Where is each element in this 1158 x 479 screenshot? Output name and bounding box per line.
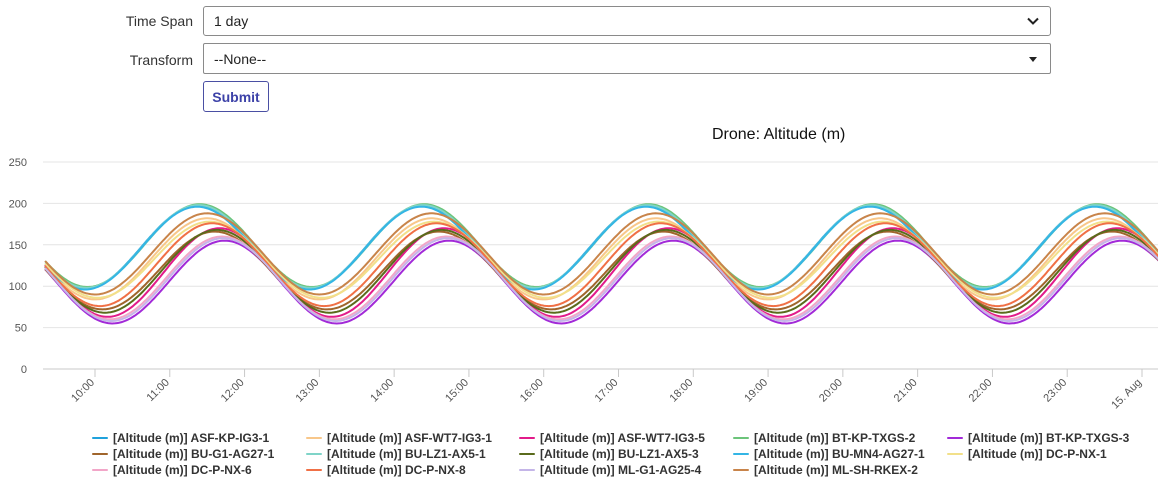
legend-item[interactable]: [Altitude (m)] BU-G1-AG27-1: [92, 446, 306, 461]
x-tick-label: 20:00: [817, 377, 845, 405]
legend-label: [Altitude (m)] ML-G1-AG25-4: [540, 462, 702, 477]
x-tick-label: 10:00: [69, 377, 97, 405]
series-line-12: [44, 237, 1158, 323]
x-tick-label: 14:00: [368, 377, 396, 405]
series-line-3: [44, 203, 1158, 288]
legend-item[interactable]: [Altitude (m)] ML-SH-RKEX-2: [733, 462, 947, 477]
x-tick-label: 13:00: [294, 377, 322, 405]
x-tick-label: 16:00: [518, 377, 546, 405]
y-axis-ticks: 0 50 100 150 200 250: [9, 157, 27, 376]
x-tick-label: 23:00: [1041, 377, 1069, 405]
legend-swatch: [92, 468, 108, 471]
x-tick-label: 19:00: [742, 377, 770, 405]
legend-label: [Altitude (m)] BT-KP-TXGS-3: [968, 430, 1130, 445]
x-tick-label: 17:00: [593, 377, 621, 405]
legend-swatch: [733, 468, 749, 471]
time-span-value: 1 day: [214, 13, 249, 29]
series-line-11: [44, 222, 1158, 308]
altitude-line-chart: 0 50 100 150 200 250 10:00 11:00 12:00 13:00 14:0…: [9, 157, 1158, 412]
time-span-select[interactable]: 1 day: [203, 6, 1051, 36]
legend-label: [Altitude (m)] DC-P-NX-6: [113, 462, 252, 477]
legend-swatch: [947, 436, 963, 439]
legend-item[interactable]: [Altitude (m)] DC-P-NX-8: [306, 462, 519, 477]
legend-item[interactable]: [Altitude (m)] BU-LZ1-AX5-3: [519, 446, 733, 461]
transform-value: --None--: [214, 50, 267, 67]
legend-item[interactable]: [Altitude (m)] ASF-WT7-IG3-5: [519, 430, 733, 445]
legend-label: [Altitude (m)] BU-LZ1-AX5-3: [540, 446, 699, 461]
x-tick-label: 12:00: [219, 377, 247, 405]
legend-label: [Altitude (m)] ASF-WT7-IG3-5: [540, 430, 705, 445]
caret-down-icon: [1029, 56, 1037, 62]
legend-item[interactable]: [Altitude (m)] DC-P-NX-6: [92, 462, 306, 477]
y-tick-label: 0: [21, 364, 27, 376]
time-span-label: Time Span: [125, 13, 193, 29]
y-tick-label: 200: [9, 198, 27, 210]
y-tick-label: 250: [9, 157, 27, 169]
legend-swatch: [733, 436, 749, 439]
chart-title: Drone: Altitude (m): [712, 126, 846, 143]
transform-label: Transform: [129, 52, 193, 68]
legend-item[interactable]: [Altitude (m)] ML-G1-AG25-4: [519, 462, 733, 477]
legend-item[interactable]: [Altitude (m)] DC-P-NX-1: [947, 446, 1158, 461]
legend-swatch: [733, 452, 749, 455]
legend-swatch: [306, 468, 322, 471]
x-tick-label: 21:00: [892, 377, 920, 405]
series-line-2: [44, 227, 1158, 318]
legend-label: [Altitude (m)] DC-P-NX-8: [327, 462, 466, 477]
legend-swatch: [519, 436, 535, 439]
chevron-down-icon: [1027, 17, 1039, 25]
legend-swatch: [306, 452, 322, 455]
legend-item[interactable]: [Altitude (m)] BT-KP-TXGS-2: [733, 430, 947, 445]
legend-swatch: [947, 452, 963, 455]
legend-label: [Altitude (m)] DC-P-NX-1: [968, 446, 1107, 461]
y-tick-label: 50: [15, 323, 27, 335]
legend-swatch: [519, 452, 535, 455]
x-axis: 10:00 11:00 12:00 13:00 14:00 15:00 16:00 17:00…: [43, 368, 1158, 412]
legend-item[interactable]: [Altitude (m)] BU-MN4-AG27-1: [733, 446, 947, 461]
legend-item[interactable]: [Altitude (m)] BT-KP-TXGS-3: [947, 430, 1158, 445]
y-tick-label: 100: [9, 281, 27, 293]
legend-label: [Altitude (m)] BT-KP-TXGS-2: [754, 430, 916, 445]
x-tick-label: 22:00: [967, 377, 995, 405]
series-line-13: [44, 212, 1158, 296]
legend-label: [Altitude (m)] BU-G1-AG27-1: [113, 446, 275, 461]
x-tick-label: 15. Aug: [1109, 377, 1144, 412]
legend-swatch: [519, 468, 535, 471]
legend-swatch: [306, 436, 322, 439]
chart-grid: [43, 161, 1158, 370]
legend-label: [Altitude (m)] BU-MN4-AG27-1: [754, 446, 925, 461]
chart-series-lines: [44, 203, 1158, 325]
y-tick-label: 150: [9, 240, 27, 252]
transform-select[interactable]: --None--: [203, 43, 1051, 74]
legend-label: [Altitude (m)] ASF-KP-IG3-1: [113, 430, 270, 445]
legend-item[interactable]: [Altitude (m)] ASF-WT7-IG3-1: [306, 430, 519, 445]
legend-swatch: [92, 436, 108, 439]
legend-label: [Altitude (m)] ASF-WT7-IG3-1: [327, 430, 492, 445]
legend-label: [Altitude (m)] ML-SH-RKEX-2: [754, 462, 918, 477]
chart-legend: [Altitude (m)] ASF-KP-IG3-1 [Altitude (m)…: [92, 430, 1158, 477]
x-tick-label: 18:00: [667, 377, 695, 405]
submit-button[interactable]: Submit: [203, 81, 269, 112]
x-tick-label: 11:00: [145, 377, 172, 404]
x-tick-label: 15:00: [443, 377, 471, 405]
legend-item[interactable]: [Altitude (m)] ASF-KP-IG3-1: [92, 430, 306, 445]
series-line-7: [44, 228, 1158, 314]
legend-label: [Altitude (m)] BU-LZ1-AX5-1: [327, 446, 486, 461]
legend-swatch: [92, 452, 108, 455]
legend-item[interactable]: [Altitude (m)] BU-LZ1-AX5-1: [306, 446, 519, 461]
series-line-1: [44, 217, 1158, 301]
